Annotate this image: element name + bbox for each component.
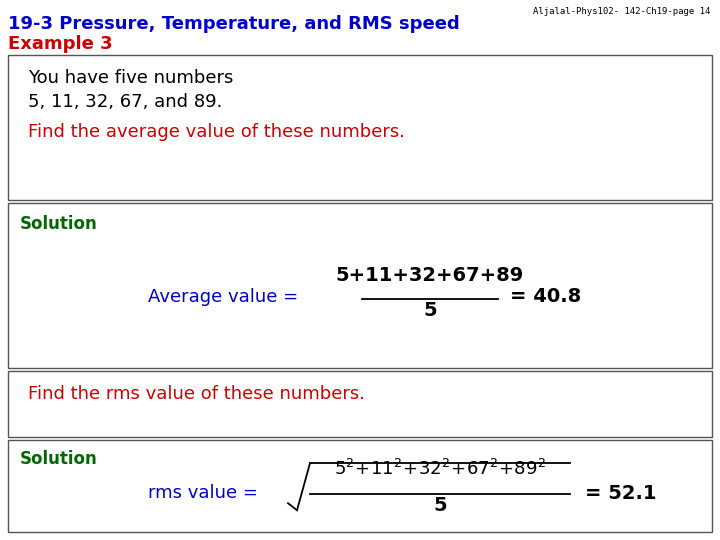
Text: Solution: Solution: [20, 215, 98, 233]
Text: 5: 5: [433, 496, 447, 515]
Text: rms value =: rms value =: [148, 484, 258, 502]
Text: Solution: Solution: [20, 450, 98, 468]
Text: 5+11+32+67+89: 5+11+32+67+89: [336, 266, 524, 285]
Text: 5, 11, 32, 67, and 89.: 5, 11, 32, 67, and 89.: [28, 93, 222, 111]
FancyBboxPatch shape: [8, 203, 712, 368]
Text: Example 3: Example 3: [8, 35, 112, 53]
Text: = 40.8: = 40.8: [510, 287, 581, 306]
Text: Find the rms value of these numbers.: Find the rms value of these numbers.: [28, 385, 365, 403]
Text: Aljalal-Phys102- 142-Ch19-page 14: Aljalal-Phys102- 142-Ch19-page 14: [533, 7, 710, 16]
FancyBboxPatch shape: [8, 55, 712, 200]
Text: 5: 5: [423, 301, 437, 320]
FancyBboxPatch shape: [8, 440, 712, 532]
Text: $5^2\!+\!11^2\!+\!32^2\!+\!67^2\!+\!89^2$: $5^2\!+\!11^2\!+\!32^2\!+\!67^2\!+\!89^2…: [334, 459, 546, 479]
FancyBboxPatch shape: [8, 371, 712, 437]
Text: You have five numbers: You have five numbers: [28, 69, 233, 87]
Text: Average value =: Average value =: [148, 288, 298, 306]
Text: = 52.1: = 52.1: [585, 484, 657, 503]
Text: 19-3 Pressure, Temperature, and RMS speed: 19-3 Pressure, Temperature, and RMS spee…: [8, 15, 460, 33]
Text: Find the average value of these numbers.: Find the average value of these numbers.: [28, 123, 405, 141]
